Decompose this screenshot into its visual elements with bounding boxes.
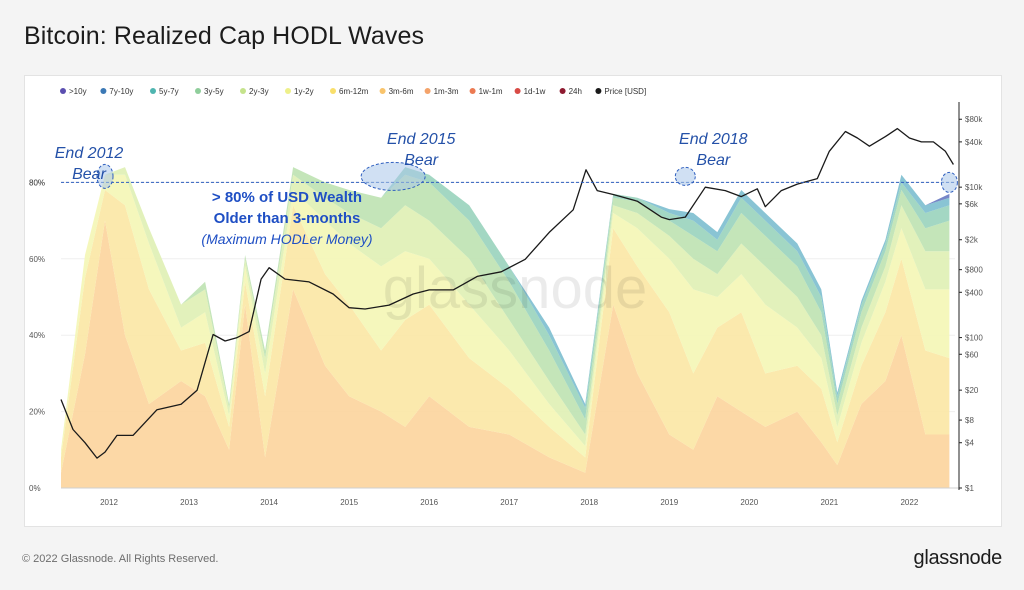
headline-older-3-months: Older than 3-months <box>214 210 361 227</box>
area-series-6m-12m <box>61 190 950 473</box>
y-right-tick-label: $60 <box>965 350 979 359</box>
legend-swatch <box>240 88 246 94</box>
x-tick-label: 2017 <box>500 498 518 507</box>
legend-label: 1w-1m <box>479 87 503 96</box>
legend-item--10y: >10y <box>60 87 87 96</box>
area-series-2y-3y <box>61 167 950 450</box>
hodl-wave-areas <box>61 167 950 488</box>
legend-label: 1m-3m <box>434 87 459 96</box>
headline-usd-wealth: > 80% of USD Wealth <box>212 189 362 206</box>
annotation-end-2015-bear-line-2: Bear <box>404 152 438 169</box>
legend-swatch <box>195 88 201 94</box>
y-right-tick-label: $800 <box>965 266 983 275</box>
y-left-tick-label: 20% <box>29 408 45 417</box>
annotation-end-2012-bear-line-2: Bear <box>72 166 106 183</box>
legend-item-1m-3m: 1m-3m <box>424 87 459 96</box>
legend-item-2y-3y: 2y-3y <box>240 87 269 96</box>
legend-item-5y-7y: 5y-7y <box>150 87 179 96</box>
chart-legend: >10y 7y-10y 5y-7y 3y-5y 2y-3y 1y-2y 6m-12m 3m-6… <box>60 87 646 96</box>
y-right-tick-label: $8 <box>965 416 974 425</box>
legend-label: 7y-10y <box>109 87 133 96</box>
x-tick-label: 2018 <box>580 498 598 507</box>
legend-item-3m-6m: 3m-6m <box>379 87 414 96</box>
area-series-3y-5y <box>61 167 950 450</box>
y-left-tick-label: 80% <box>29 178 45 187</box>
legend-swatch <box>559 88 566 94</box>
hodl-waves-chart: >10y 7y-10y 5y-7y 3y-5y 2y-3y 1y-2y 6m-12m 3m-6… <box>29 87 983 507</box>
y-right-tick-label: $6k <box>965 200 979 209</box>
x-tick-label: 2016 <box>420 498 438 507</box>
headline-max-hodler: (Maximum HODLer Money) <box>201 231 372 247</box>
page-title: Bitcoin: Realized Cap HODL Waves <box>24 22 425 50</box>
annotation-end-2012-bear-line-1: End 2012 <box>55 145 124 162</box>
legend-swatch <box>514 88 521 94</box>
x-tick-label: 2015 <box>340 498 358 507</box>
legend-label: 6m-12m <box>339 87 369 96</box>
legend-swatch <box>469 88 476 94</box>
price-line <box>60 127 954 459</box>
legend-item-6m-12m: 6m-12m <box>330 87 369 96</box>
legend-label: 3y-5y <box>204 87 224 96</box>
legend-label: 5y-7y <box>159 87 179 96</box>
legend-swatch <box>330 88 336 94</box>
legend-label: 3m-6m <box>389 87 414 96</box>
legend-swatch <box>60 88 66 94</box>
legend-item-1d-1w: 1d-1w <box>514 87 546 96</box>
ellipse-2018 <box>674 166 696 186</box>
chart-axes: 0% 20% 40% 60% 80% 2012 2013 2014 2015 2016 2017 20… <box>29 102 983 507</box>
chart-card: >10y 7y-10y 5y-7y 3y-5y 2y-3y 1y-2y 6m-12m 3m-6… <box>24 75 1002 527</box>
legend-item-1w-1m: 1w-1m <box>469 87 503 96</box>
x-tick-label: 2021 <box>820 498 838 507</box>
x-tick-label: 2020 <box>740 498 758 507</box>
y-left-tick-label: 60% <box>29 255 45 264</box>
legend-item-1y-2y: 1y-2y <box>285 87 314 96</box>
legend-swatch <box>379 88 386 94</box>
x-tick-label: 2014 <box>260 498 278 507</box>
legend-swatch <box>150 88 156 94</box>
footer-copyright: © 2022 Glassnode. All Rights Reserved. <box>22 553 219 565</box>
y-right-tick-label: $400 <box>965 288 983 297</box>
ellipse-2015 <box>360 161 426 191</box>
annotation-layer: End 2012 Bear End 2015 Bear End 2018 Bear > 80… <box>55 131 958 247</box>
legend-label: 1d-1w <box>524 87 546 96</box>
y-right-tick-label: $20 <box>965 386 979 395</box>
legend-label: >10y <box>69 87 87 96</box>
ellipse-2022 <box>940 171 958 193</box>
legend-swatch <box>424 88 431 94</box>
y-right-tick-label: $4 <box>965 439 974 448</box>
legend-label: 2y-3y <box>249 87 269 96</box>
y-right-tick-label: $80k <box>965 115 983 124</box>
glassnode-logo: glassnode <box>913 547 1003 569</box>
legend-item-price-usd-: Price [USD] <box>595 87 646 96</box>
legend-swatch <box>100 88 107 94</box>
legend-item-3y-5y: 3y-5y <box>195 87 224 96</box>
legend-swatch <box>595 88 602 94</box>
x-tick-label: 2019 <box>660 498 678 507</box>
threshold-label: 80% <box>29 178 45 187</box>
x-tick-label: 2022 <box>900 498 918 507</box>
legend-label: 1y-2y <box>294 87 314 96</box>
legend-item-7y-10y: 7y-10y <box>100 87 133 96</box>
y-left-tick-label: 0% <box>29 484 41 493</box>
y-right-tick-label: $10k <box>965 183 983 192</box>
y-right-tick-label: $2k <box>965 236 979 245</box>
price-line-layer <box>60 127 954 459</box>
area-series-3m-6m <box>61 220 950 488</box>
legend-label: Price [USD] <box>604 87 646 96</box>
y-right-tick-label: $1 <box>965 484 974 493</box>
x-tick-label: 2012 <box>100 498 118 507</box>
y-right-tick-label: $40k <box>965 138 983 147</box>
watermark-text: glassnode <box>383 256 647 321</box>
y-left-tick-label: 40% <box>29 331 45 340</box>
legend-label: 24h <box>569 87 582 96</box>
annotation-end-2018-bear-line-2: Bear <box>696 152 730 169</box>
annotation-end-2015-bear-line-1: End 2015 <box>387 131 456 148</box>
area-series-1y-2y <box>61 174 950 458</box>
legend-item-24h: 24h <box>559 87 582 96</box>
legend-swatch <box>285 88 291 94</box>
ellipse-2012 <box>96 163 114 189</box>
x-tick-label: 2013 <box>180 498 198 507</box>
annotation-end-2018-bear-line-1: End 2018 <box>679 131 748 148</box>
y-right-tick-label: $100 <box>965 334 983 343</box>
